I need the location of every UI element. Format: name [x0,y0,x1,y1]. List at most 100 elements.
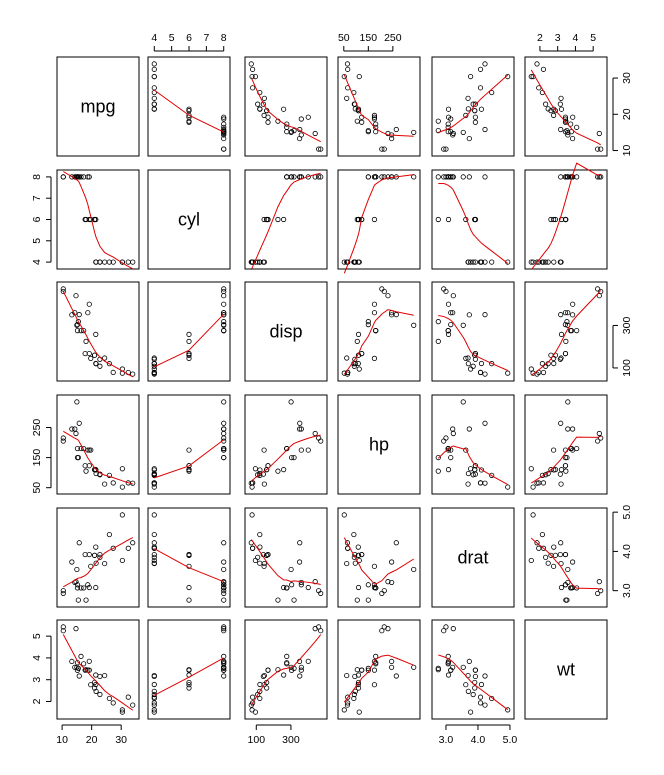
point-drat-cyl-18 [151,512,157,518]
point-hp-drat-8 [472,471,478,477]
point-disp-wt-10 [562,350,569,357]
point-drat-hp-24 [371,584,378,591]
smoother-wt-mpg [62,634,134,711]
point-hp-disp-7 [261,481,267,487]
point-disp-hp-13 [373,327,379,334]
point-mpg-disp-17 [249,66,256,72]
point-wt-drat-2 [470,691,476,698]
y-tick-label-left-wt-3: 5 [31,633,43,639]
point-hp-drat-6 [450,426,456,432]
point-disp-cyl-1 [186,352,192,358]
point-drat-wt-2 [543,554,549,560]
point-drat-mpg-13 [74,585,81,591]
point-hp-mpg-29 [88,447,94,453]
point-wt-drat-8 [472,673,478,680]
point-mpg-disp-10 [265,119,271,125]
point-cyl-drat-21 [435,174,441,180]
point-drat-hp-7 [344,560,350,567]
point-mpg-disp-22 [289,129,295,135]
point-wt-disp-13 [284,660,290,666]
point-wt-mpg-3 [93,672,99,678]
point-mpg-disp-15 [316,146,322,152]
point-drat-disp-15 [316,588,322,594]
point-drat-hp-16 [385,579,391,585]
point-wt-drat-3 [445,672,452,678]
point-mpg-drat-5 [435,118,441,124]
point-disp-cyl-28 [221,312,227,318]
point-mpg-cyl-4 [221,116,227,122]
point-drat-mpg-1 [92,552,98,558]
point-cyl-hp-18 [341,259,347,265]
point-cyl-mpg-28 [76,174,82,180]
point-drat-disp-18 [249,512,255,518]
point-wt-disp-8 [260,673,266,680]
point-drat-cyl-27 [151,557,157,564]
point-cyl-hp-22 [365,174,371,180]
point-disp-wt-5 [563,338,569,344]
point-drat-disp-30 [288,566,294,573]
point-wt-mpg-28 [76,673,82,679]
point-disp-wt-24 [570,301,576,307]
point-mpg-drat-12 [445,121,451,127]
point-disp-cyl-5 [186,338,192,344]
point-hp-disp-27 [252,466,259,472]
panel-disp-cyl [147,281,231,382]
point-hp-cyl-22 [221,454,227,461]
point-drat-cyl-21 [221,597,227,603]
point-mpg-wt-17 [540,66,547,72]
point-wt-mpg-31 [93,681,99,688]
panel-hp-drat [431,394,515,495]
point-hp-cyl-15 [221,435,227,441]
point-wt-hp-5 [354,667,360,673]
point-mpg-disp-24 [305,114,311,120]
point-cyl-wt-1 [552,216,559,223]
point-wt-hp-24 [371,658,378,664]
point-disp-hp-29 [371,355,378,361]
point-hp-cyl-5 [186,468,192,474]
point-disp-cyl-30 [221,322,227,328]
smoother-mpg-drat [438,74,509,133]
point-mpg-hp-27 [356,73,362,80]
point-mpg-wt-20 [545,106,551,112]
panel-hp-disp [244,394,328,495]
panel-disp-mpg [56,281,140,382]
point-cyl-wt-8 [557,259,563,265]
point-cyl-wt-31 [551,259,557,265]
point-mpg-wt-16 [596,130,602,137]
point-cyl-drat-2 [470,259,476,265]
point-wt-disp-3 [281,672,287,678]
y-tick-label-right-mpg-0: 10 [621,145,633,157]
point-hp-wt-21 [564,454,570,461]
point-wt-mpg-2 [97,691,103,698]
point-hp-disp-3 [281,467,287,473]
point-cyl-disp-21 [291,174,297,180]
point-disp-drat-26 [489,361,495,367]
point-cyl-drat-31 [478,259,485,265]
point-hp-wt-29 [550,447,557,453]
point-disp-wt-22 [562,321,569,328]
point-disp-drat-4 [448,310,454,316]
point-disp-drat-16 [450,293,456,299]
point-drat-disp-6 [298,579,304,586]
point-disp-wt-3 [558,331,565,337]
point-mpg-hp-23 [389,135,395,142]
point-hp-drat-26 [489,472,495,478]
y-tick-label-right-drat-2: 5.0 [621,505,633,520]
point-wt-cyl-30 [221,664,227,670]
point-drat-mpg-22 [74,582,81,588]
point-mpg-wt-24 [570,114,576,120]
point-disp-mpg-15 [60,288,66,295]
point-hp-disp-29 [261,447,267,453]
point-mpg-disp-3 [281,106,287,112]
point-mpg-wt-14 [595,146,601,152]
point-wt-mpg-7 [102,672,108,679]
point-cyl-hp-16 [385,174,391,180]
point-drat-wt-3 [558,584,565,591]
point-mpg-wt-25 [536,85,542,91]
point-wt-cyl-22 [221,667,227,673]
point-wt-drat-25 [477,700,484,706]
point-hp-wt-14 [595,438,601,444]
point-disp-wt-28 [558,312,564,318]
point-wt-mpg-29 [88,682,94,688]
x-tick-label-top-wt-3: 5 [590,32,596,44]
